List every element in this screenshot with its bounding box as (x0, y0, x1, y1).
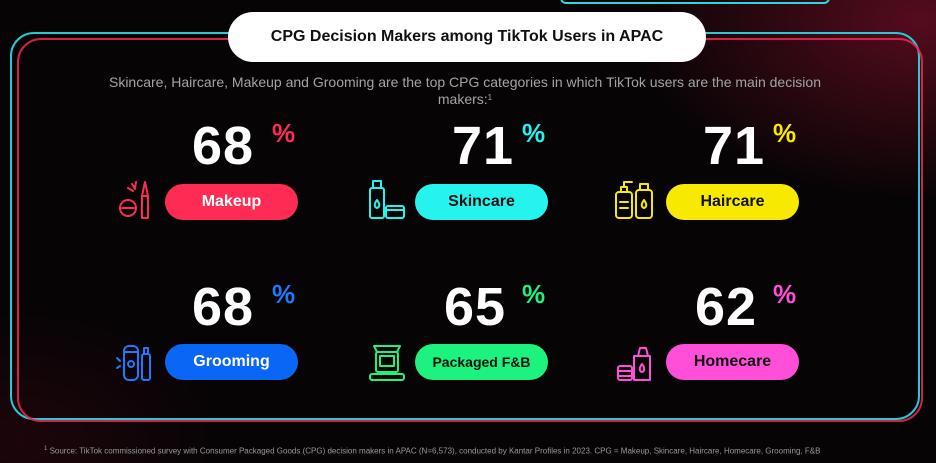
stat-packaged-value: 65 (444, 277, 507, 337)
footnote: 1 Source: TikTok commissioned survey wit… (44, 446, 924, 456)
stat-grooming: 68 % (192, 277, 362, 337)
category-label-homecare: Homecare (693, 353, 772, 370)
stat-skincare-unit: % (522, 118, 546, 148)
stat-skincare-value: 71 (452, 116, 515, 176)
stat-haircare-unit: % (773, 118, 797, 148)
footnote-marker: 1 (44, 446, 48, 452)
subtitle: Skincare, Haircare, Makeup and Grooming … (80, 74, 850, 108)
footnote-text: Source: TikTok commissioned survey with … (47, 446, 821, 456)
stat-haircare: 71 % (703, 116, 873, 176)
stat-makeup-value: 68 (192, 116, 255, 176)
category-pill-grooming: Grooming (165, 344, 298, 380)
category-pill-haircare: Haircare (666, 184, 799, 220)
category-label-makeup: Makeup (201, 193, 262, 210)
stat-haircare-value: 71 (703, 116, 766, 176)
category-label-skincare: Skincare (448, 193, 515, 210)
subtitle-footnote-ref: 1 (487, 93, 493, 102)
subtitle-text: Skincare, Haircare, Makeup and Grooming … (108, 74, 821, 107)
homecare-icon (612, 338, 658, 384)
decorative-top-bar (560, 0, 830, 4)
stat-makeup: 68 % (192, 116, 362, 176)
stat-homecare-value: 62 (695, 277, 758, 337)
category-pill-packaged: Packaged F&B (415, 344, 548, 380)
category-pill-skincare: Skincare (415, 184, 548, 220)
category-label-grooming: Grooming (193, 353, 270, 370)
category-pill-makeup: Makeup (165, 184, 298, 220)
title-pill: CPG Decision Makers among TikTok Users i… (228, 12, 706, 62)
stat-packaged: 65 % (444, 277, 614, 337)
stat-homecare: 62 % (695, 277, 865, 337)
stat-makeup-unit: % (272, 118, 296, 148)
stat-homecare-unit: % (773, 279, 797, 309)
category-label-packaged: Packaged F&B (432, 354, 531, 370)
stat-grooming-value: 68 (192, 277, 255, 337)
makeup-icon (112, 176, 158, 222)
stat-skincare: 71 % (452, 116, 622, 176)
category-pill-homecare: Homecare (666, 344, 799, 380)
stat-packaged-unit: % (522, 279, 546, 309)
grooming-icon (112, 338, 158, 384)
skincare-icon (364, 176, 410, 222)
page-title: CPG Decision Makers among TikTok Users i… (270, 28, 664, 45)
haircare-icon (612, 176, 658, 222)
packaged-food-icon (364, 338, 410, 384)
stat-grooming-unit: % (272, 279, 296, 309)
category-label-haircare: Haircare (700, 193, 765, 210)
